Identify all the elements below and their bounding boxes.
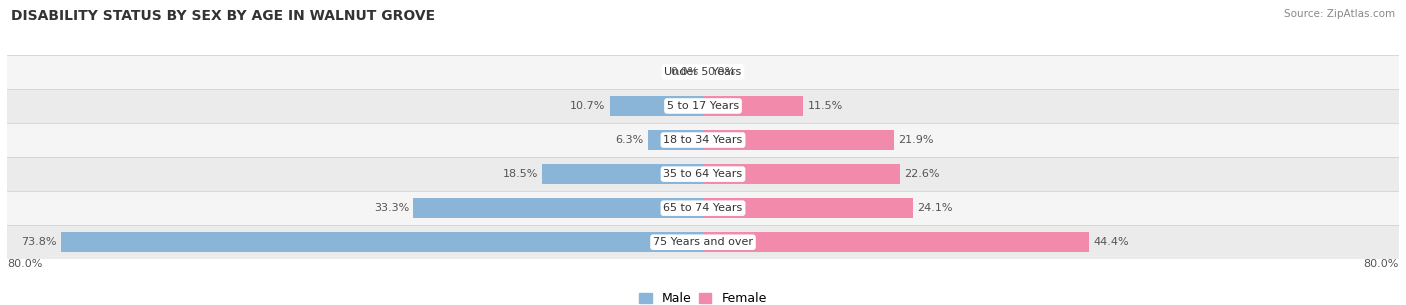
Text: 33.3%: 33.3% (374, 203, 409, 213)
Bar (610, 96, 703, 116)
Text: 35 to 64 Years: 35 to 64 Years (664, 169, 742, 179)
Text: Under 5 Years: Under 5 Years (665, 67, 741, 77)
Bar (413, 198, 703, 218)
Bar (60, 232, 703, 253)
Bar (648, 130, 703, 150)
Bar (703, 198, 912, 218)
Bar (7, 157, 1399, 191)
Text: 18.5%: 18.5% (502, 169, 537, 179)
Bar (7, 123, 1399, 157)
Text: 80.0%: 80.0% (7, 259, 42, 269)
Bar (7, 89, 1399, 123)
Bar (543, 164, 703, 184)
Bar (7, 55, 1399, 89)
Text: 80.0%: 80.0% (1364, 259, 1399, 269)
Bar (7, 225, 1399, 259)
Text: 22.6%: 22.6% (904, 169, 939, 179)
Text: DISABILITY STATUS BY SEX BY AGE IN WALNUT GROVE: DISABILITY STATUS BY SEX BY AGE IN WALNU… (11, 9, 436, 23)
Text: 65 to 74 Years: 65 to 74 Years (664, 203, 742, 213)
Text: 5 to 17 Years: 5 to 17 Years (666, 101, 740, 111)
Text: 0.0%: 0.0% (707, 67, 735, 77)
Bar (7, 191, 1399, 225)
Text: 11.5%: 11.5% (807, 101, 842, 111)
Text: 75 Years and over: 75 Years and over (652, 237, 754, 247)
Bar (703, 130, 894, 150)
Text: 0.0%: 0.0% (671, 67, 699, 77)
Text: 18 to 34 Years: 18 to 34 Years (664, 135, 742, 145)
Text: 44.4%: 44.4% (1094, 237, 1129, 247)
Bar (703, 96, 803, 116)
Text: 24.1%: 24.1% (917, 203, 952, 213)
Text: 10.7%: 10.7% (571, 101, 606, 111)
Text: 21.9%: 21.9% (898, 135, 934, 145)
Legend: Male, Female: Male, Female (634, 287, 772, 305)
Bar (703, 164, 900, 184)
Text: 73.8%: 73.8% (21, 237, 56, 247)
Text: Source: ZipAtlas.com: Source: ZipAtlas.com (1284, 9, 1395, 19)
Text: 6.3%: 6.3% (616, 135, 644, 145)
Bar (703, 232, 1090, 253)
